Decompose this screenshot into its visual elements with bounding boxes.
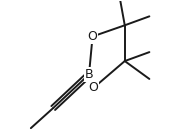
Text: B: B <box>85 68 93 81</box>
Text: O: O <box>88 81 98 94</box>
Text: O: O <box>88 30 98 43</box>
